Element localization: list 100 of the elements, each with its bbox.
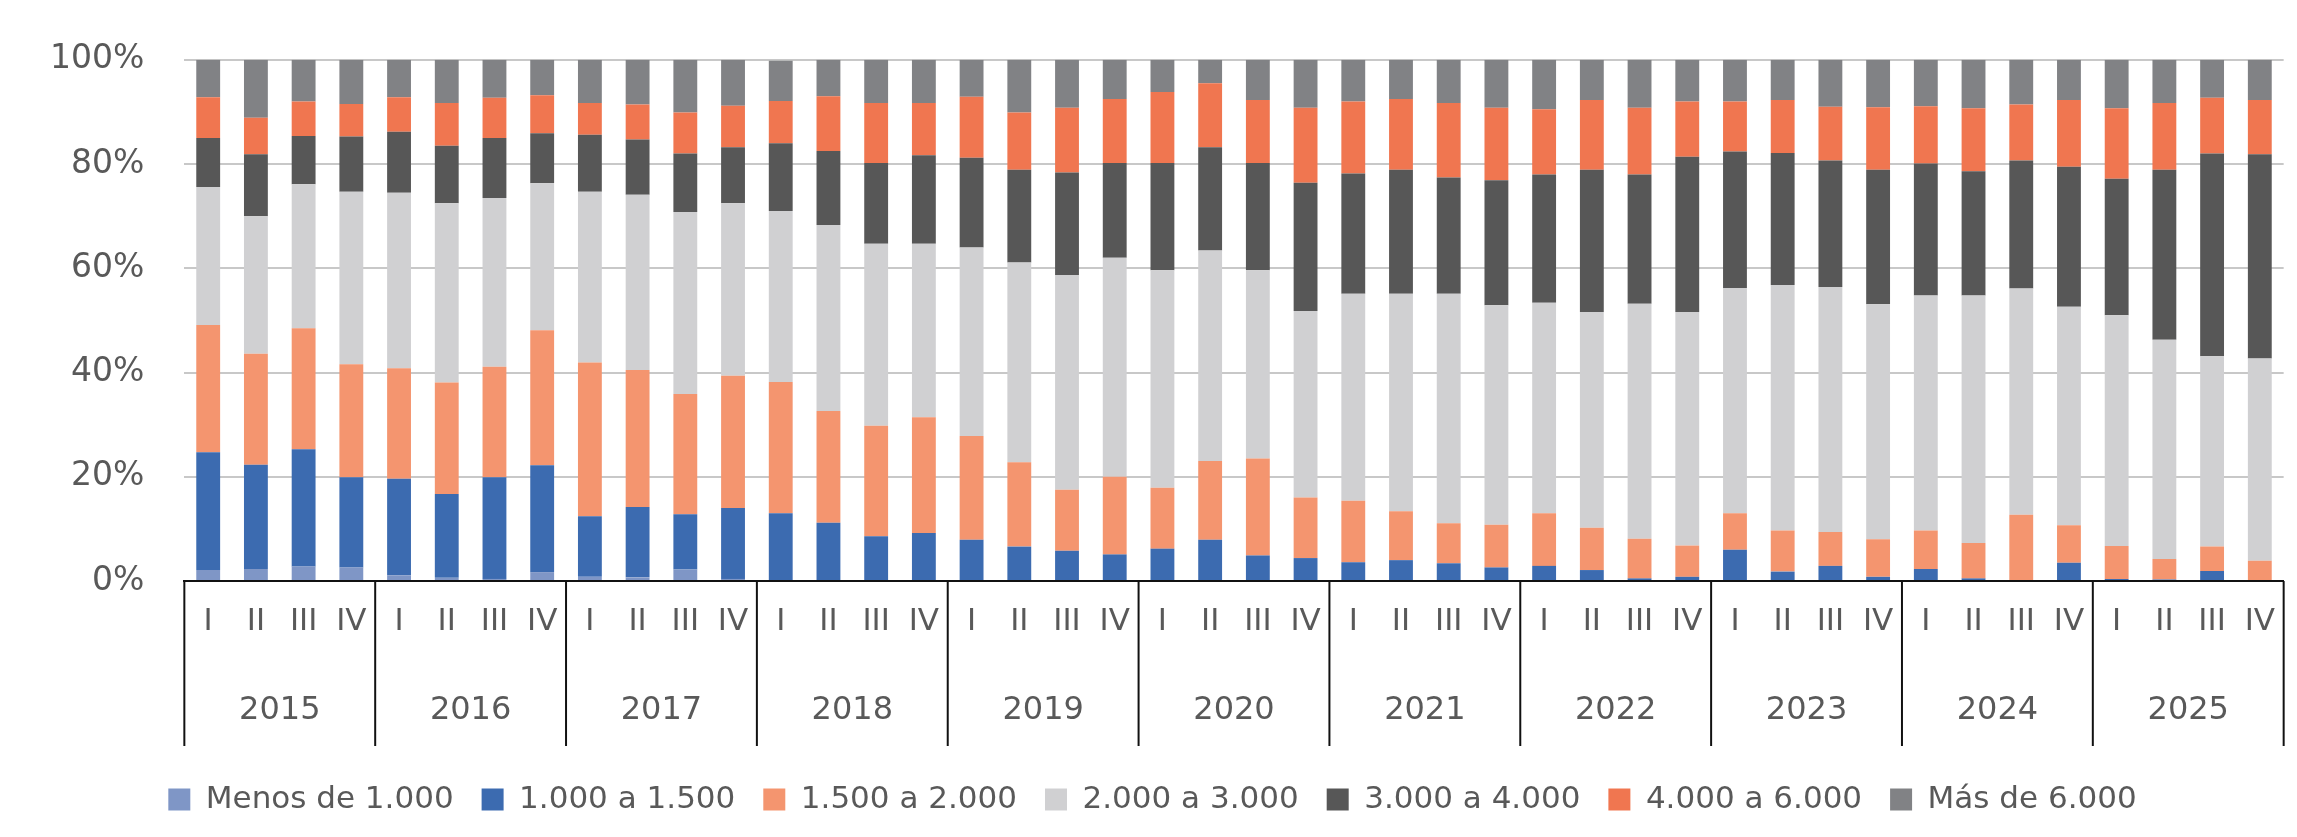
bar <box>2009 104 2034 161</box>
bar <box>1532 109 1557 175</box>
x-tick-label: II <box>1010 600 1029 637</box>
bar <box>673 112 698 154</box>
bar <box>482 59 507 98</box>
bar <box>1818 565 1843 580</box>
bar <box>1818 160 1843 288</box>
x-tick-label: III <box>862 600 890 637</box>
bar <box>291 59 316 102</box>
text: 2018 <box>811 689 894 728</box>
bar <box>673 569 698 580</box>
bar <box>1245 555 1270 580</box>
bar <box>387 59 411 98</box>
bar <box>1341 59 1366 102</box>
x-tick-label: II <box>1391 600 1411 637</box>
bar <box>1341 173 1366 294</box>
bar <box>243 464 268 570</box>
bar <box>1055 489 1079 551</box>
x-tick-label: IV <box>2053 600 2085 637</box>
bar <box>1007 462 1032 547</box>
bar <box>434 493 459 578</box>
bar <box>2104 59 2129 109</box>
bar <box>291 328 316 450</box>
bar <box>1389 98 1413 170</box>
bar <box>1818 106 1843 161</box>
x-tick-label: I <box>585 600 595 637</box>
bar <box>530 95 555 134</box>
text: 2024 <box>1956 689 2039 728</box>
bar <box>1055 59 1079 108</box>
bar <box>673 59 698 113</box>
bar <box>1627 107 1652 175</box>
bar <box>625 139 650 195</box>
x-tick-label: I <box>203 600 213 637</box>
bar <box>1102 476 1127 555</box>
bar <box>1675 101 1700 157</box>
bar <box>1675 545 1700 577</box>
bar <box>625 577 650 580</box>
bar <box>2247 154 2272 359</box>
text: 2015 <box>239 689 321 728</box>
bar <box>1818 532 1843 566</box>
bar <box>1341 500 1366 563</box>
bar <box>959 96 984 158</box>
bar <box>1436 523 1461 564</box>
x-tick-label: I <box>967 600 977 637</box>
bar <box>1723 549 1747 580</box>
bar <box>1245 458 1270 556</box>
bar <box>911 417 936 534</box>
y-tick-label: 100% <box>50 37 145 77</box>
bar <box>2057 525 2081 563</box>
bar <box>243 353 268 465</box>
x-tick-label: IV <box>336 600 367 637</box>
bar <box>434 145 459 204</box>
bar <box>2152 103 2177 170</box>
bar <box>816 522 841 580</box>
bar <box>768 143 793 211</box>
bar <box>911 103 936 156</box>
bar <box>1389 169 1413 294</box>
bar <box>339 59 364 105</box>
text: 2019 <box>1002 689 1084 728</box>
bar <box>1961 59 1986 109</box>
y-tick-label: 20% <box>70 454 145 494</box>
bar <box>387 368 411 479</box>
bar <box>243 569 268 580</box>
x-tick-label: II <box>819 600 838 637</box>
x-tick-label: II <box>1582 600 1601 637</box>
legend-label: 3.000 a 4.000 <box>1364 778 1581 815</box>
bar <box>816 96 841 152</box>
x-tick-label: IV <box>2244 600 2275 637</box>
bar <box>1770 59 1795 100</box>
bar <box>2009 160 2034 289</box>
bar <box>1866 169 1891 305</box>
bar <box>577 576 602 580</box>
bar <box>1913 530 1938 570</box>
bar <box>673 393 698 515</box>
bar <box>2200 153 2225 357</box>
bar <box>1866 576 1891 580</box>
bar <box>1579 570 1604 580</box>
bar <box>1675 156 1700 313</box>
bar <box>768 60 793 101</box>
bar <box>1627 538 1652 579</box>
bar <box>1579 99 1604 170</box>
bar <box>1150 487 1175 549</box>
bar <box>911 59 936 104</box>
bar <box>2104 546 2129 579</box>
x-tick-label: I <box>1348 600 1358 637</box>
bar <box>530 330 555 466</box>
bar <box>2200 97 2225 154</box>
bar <box>1198 147 1223 251</box>
bar <box>1675 59 1700 102</box>
bar <box>959 157 984 248</box>
bar <box>816 151 841 226</box>
bar <box>196 570 221 580</box>
bar <box>1770 99 1795 154</box>
bar <box>816 59 841 97</box>
bar <box>1436 563 1461 580</box>
bar <box>625 104 650 140</box>
bar <box>1389 511 1413 561</box>
bar <box>196 59 221 98</box>
x-tick-label: III <box>1625 600 1654 637</box>
bar <box>1198 539 1223 580</box>
